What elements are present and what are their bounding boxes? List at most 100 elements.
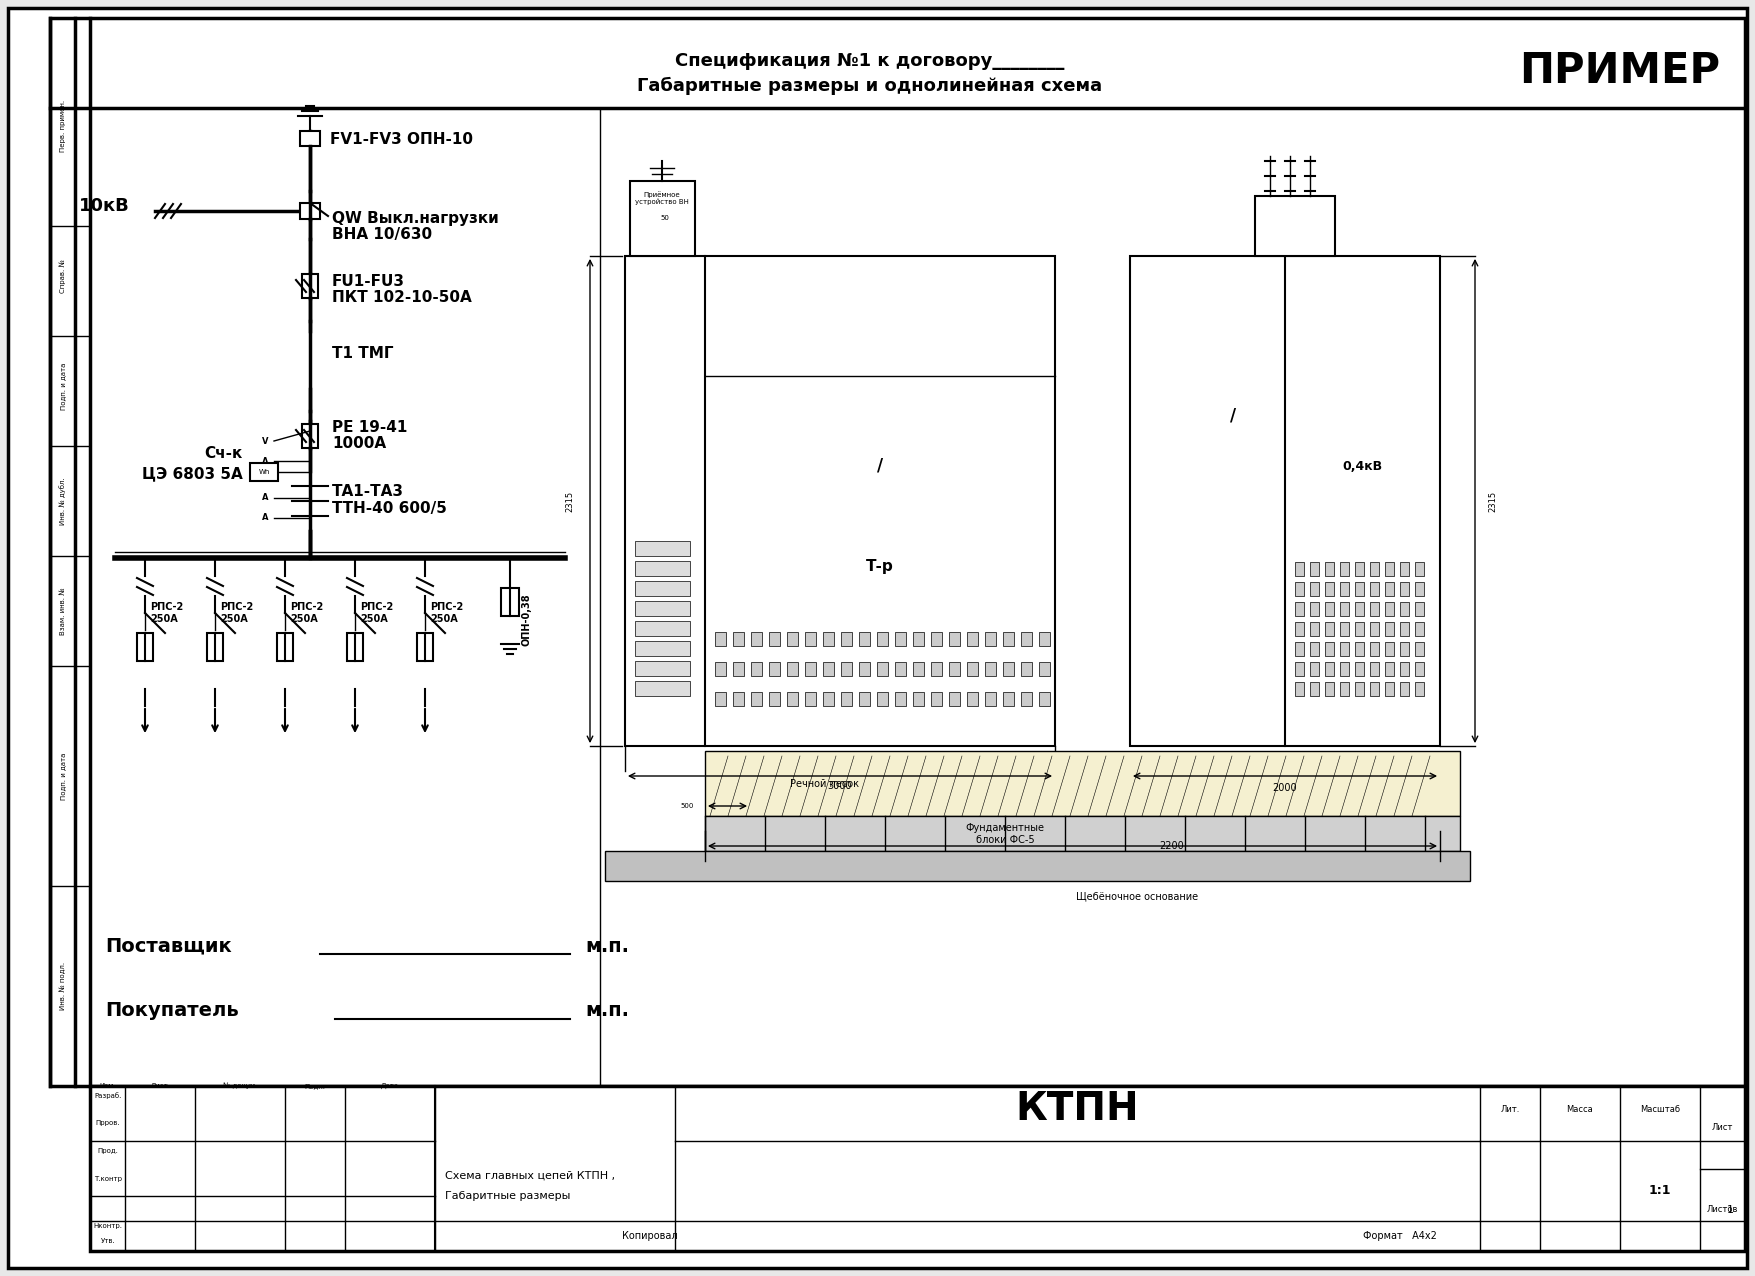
Circle shape (951, 859, 958, 866)
Circle shape (691, 859, 698, 866)
Circle shape (992, 869, 999, 877)
Bar (1415, 681, 1423, 695)
Bar (625, 256, 1055, 746)
Text: РПС-2
250А: РПС-2 250А (290, 602, 323, 624)
Bar (734, 662, 744, 676)
Bar (858, 692, 870, 706)
Text: 1:1: 1:1 (1648, 1184, 1671, 1197)
Bar (1355, 621, 1364, 635)
Text: Лист: Лист (1711, 1123, 1732, 1133)
Text: A: A (261, 513, 269, 522)
Text: Wh: Wh (258, 470, 270, 475)
Circle shape (930, 859, 939, 866)
Text: Т.контр: Т.контр (95, 1176, 123, 1182)
Text: Подп. и дата: Подп. и дата (60, 362, 67, 410)
Bar (1039, 662, 1049, 676)
Bar (635, 641, 690, 656)
Bar (734, 632, 744, 646)
Circle shape (851, 859, 858, 866)
Text: Изм.: Изм. (100, 1083, 116, 1088)
Bar (249, 463, 277, 481)
Bar (630, 181, 695, 256)
Text: Прод.: Прод. (98, 1148, 118, 1154)
Bar (605, 851, 1471, 880)
Circle shape (256, 509, 274, 527)
Text: Поставщик: Поставщик (105, 937, 232, 956)
Bar (1385, 602, 1393, 616)
Text: ЦЭ 6803 5А: ЦЭ 6803 5А (142, 467, 242, 481)
Circle shape (992, 859, 999, 866)
Bar (1325, 642, 1334, 656)
Bar (1309, 621, 1320, 635)
Text: РПС-2
250А: РПС-2 250А (430, 602, 463, 624)
Text: Спецификация №1 к договору________: Спецификация №1 к договору________ (676, 52, 1065, 70)
Circle shape (1192, 859, 1199, 866)
Bar (1400, 642, 1409, 656)
Bar (277, 633, 293, 661)
Bar (714, 632, 727, 646)
Bar (1371, 621, 1379, 635)
Text: FU1-FU3: FU1-FU3 (332, 273, 405, 288)
Bar (302, 424, 318, 448)
Bar (878, 662, 888, 676)
Circle shape (1271, 859, 1279, 866)
Circle shape (1092, 869, 1099, 877)
Bar (858, 632, 870, 646)
Circle shape (691, 869, 698, 877)
Bar (751, 692, 762, 706)
Text: Масштаб: Масштаб (1639, 1105, 1680, 1114)
Text: Щебёночное основание: Щебёночное основание (1076, 891, 1199, 901)
Bar (1400, 582, 1409, 596)
Bar (1325, 662, 1334, 676)
Circle shape (1411, 869, 1420, 877)
Circle shape (1311, 869, 1320, 877)
Bar (1255, 197, 1336, 256)
Bar (302, 274, 318, 299)
Circle shape (1371, 859, 1379, 866)
Bar (949, 632, 960, 646)
Bar (1400, 602, 1409, 616)
Bar (1295, 582, 1304, 596)
Circle shape (211, 554, 219, 561)
Text: 50: 50 (660, 214, 669, 221)
Bar (1341, 621, 1350, 635)
Text: Сч-к: Сч-к (205, 447, 242, 462)
Bar (841, 662, 851, 676)
Circle shape (711, 859, 720, 866)
Bar (769, 632, 779, 646)
Bar (635, 681, 690, 695)
Bar (930, 662, 942, 676)
Bar (1341, 561, 1350, 575)
Bar (1415, 561, 1423, 575)
Text: ВНА 10/630: ВНА 10/630 (332, 227, 432, 241)
Circle shape (1211, 869, 1220, 877)
Text: Взам. инв. №: Взам. инв. № (60, 587, 67, 634)
Circle shape (792, 859, 799, 866)
Circle shape (1330, 869, 1339, 877)
Text: Масса: Масса (1567, 1105, 1594, 1114)
Circle shape (611, 869, 620, 877)
Text: 2315: 2315 (1488, 490, 1497, 512)
Bar (1021, 662, 1032, 676)
Bar (1021, 632, 1032, 646)
Text: A: A (261, 494, 269, 503)
Bar (635, 661, 690, 676)
Text: Копировал: Копировал (623, 1231, 677, 1242)
Bar (751, 632, 762, 646)
Text: РПС-2
250А: РПС-2 250А (360, 602, 393, 624)
Circle shape (1430, 859, 1439, 866)
Bar (1415, 662, 1423, 676)
Bar (769, 662, 779, 676)
Text: /: / (878, 457, 883, 475)
Bar (949, 662, 960, 676)
Circle shape (1171, 869, 1179, 877)
Text: Справ. №: Справ. № (60, 259, 67, 293)
Circle shape (1451, 869, 1458, 877)
Circle shape (870, 859, 879, 866)
Bar (786, 632, 799, 646)
Text: РПС-2
250А: РПС-2 250А (149, 602, 183, 624)
Circle shape (1392, 869, 1399, 877)
Text: ПРИМЕР: ПРИМЕР (1520, 50, 1720, 92)
Text: КТПН: КТПН (1014, 1090, 1139, 1128)
Circle shape (1111, 859, 1120, 866)
